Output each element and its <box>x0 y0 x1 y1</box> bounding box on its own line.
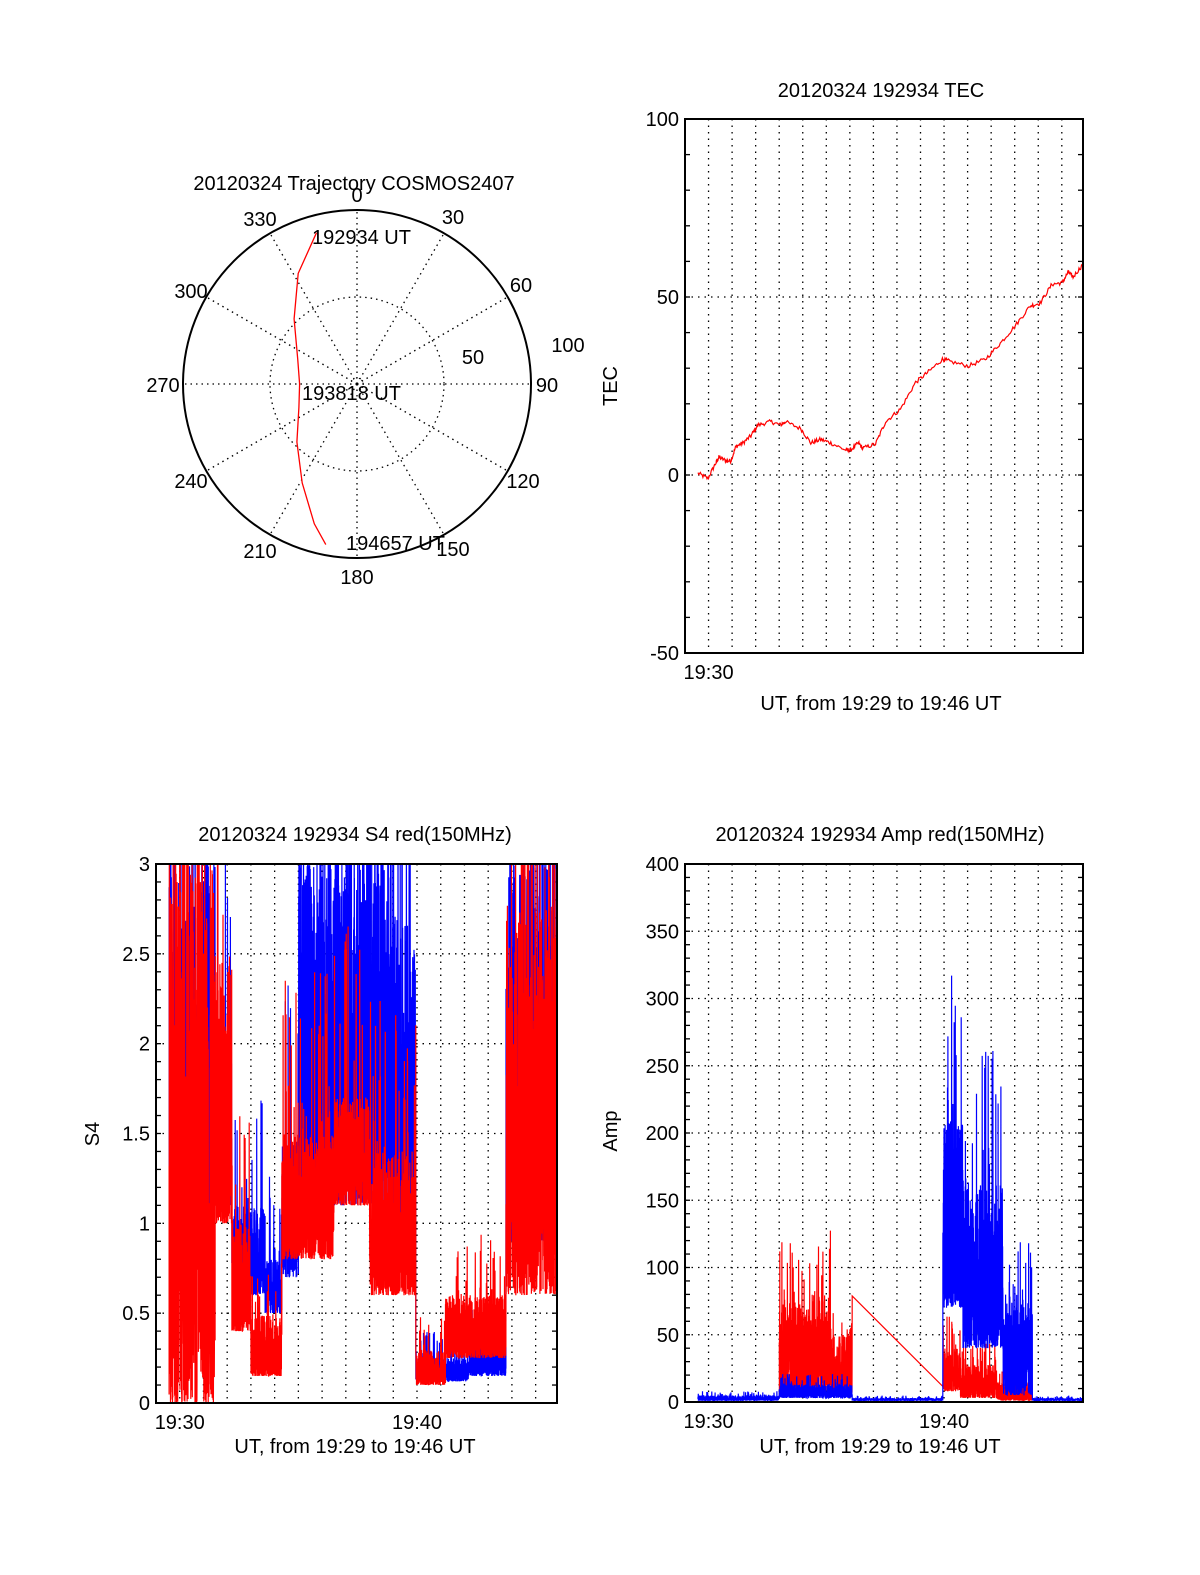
polar-angle-label: 240 <box>174 471 207 493</box>
polar-angle-label: 0 <box>351 185 362 207</box>
series-blue-line <box>697 975 1083 1402</box>
plot-frame <box>155 863 558 1404</box>
polar-radial-label-100: 100 <box>551 335 584 357</box>
series-TEC-line <box>697 263 1083 481</box>
plot-area <box>697 975 1083 1402</box>
polar-angle-label: 330 <box>243 209 276 231</box>
polar-ring-50 <box>269 296 445 472</box>
plot-frame <box>684 863 1084 1403</box>
polar-angle-label: 300 <box>174 281 207 303</box>
s4-chart: 20120324 192934 S4 red(150MHz) UT, from … <box>82 824 558 1458</box>
plot-area <box>697 263 1083 481</box>
amp-ylabel: Amp <box>600 1110 622 1151</box>
y-tick-label: 200 <box>646 1123 679 1145</box>
polar-angle-label: 180 <box>340 567 373 589</box>
polar-grid <box>182 209 532 559</box>
y-tick-label: 50 <box>657 287 679 309</box>
amp-title: 20120324 192934 Amp red(150MHz) <box>715 824 1044 846</box>
polar-title: 20120324 Trajectory COSMOS2407 <box>193 173 514 195</box>
polar-spoke-240 <box>205 383 358 472</box>
polar-series <box>293 232 327 545</box>
y-tick-label: 400 <box>646 854 679 876</box>
y-tick-label: 0 <box>668 465 679 487</box>
annotation-end-time: 194657 UT <box>346 533 445 555</box>
y-tick-label: 150 <box>646 1190 679 1212</box>
polar-angle-label: 30 <box>442 207 464 229</box>
polar-angle-labels: 0 30 60 90 120 150 180 210 240 270 300 330 <box>146 185 558 589</box>
polar-angle-label: 270 <box>146 375 179 397</box>
y-tick-label: 2.5 <box>122 944 150 966</box>
y-tick-label: 3 <box>139 854 150 876</box>
x-tick-label: 19:40 <box>919 1411 969 1433</box>
polar-spoke-150 <box>356 383 445 536</box>
polar-radial-label-50: 50 <box>462 347 484 369</box>
y-tick-label: -50 <box>650 643 679 665</box>
polar-outer-circle <box>182 209 532 559</box>
series-red-line <box>168 864 557 1403</box>
y-tick-label: 50 <box>657 1325 679 1347</box>
series-red-line <box>778 1230 1033 1402</box>
polar-angle-label: 60 <box>510 275 532 297</box>
y-tick-label: 1.5 <box>122 1124 150 1146</box>
s4-xlabel: UT, from 19:29 to 19:46 UT <box>234 1436 475 1458</box>
trajectory-polar-chart: 20120324 Trajectory COSMOS2407 0 30 60 90 12… <box>146 173 584 589</box>
s4-title: 20120324 192934 S4 red(150MHz) <box>198 824 512 846</box>
polar-spoke-210 <box>269 383 358 536</box>
polar-spoke-60 <box>356 296 509 385</box>
polar-angle-label: 150 <box>436 539 469 561</box>
s4-ylabel: S4 <box>82 1122 104 1146</box>
polar-trajectory-line <box>293 232 327 545</box>
y-tick-label: 100 <box>646 109 679 131</box>
y-tick-label: 1 <box>139 1213 150 1235</box>
amp-xlabel: UT, from 19:29 to 19:46 UT <box>759 1436 1000 1458</box>
plot-frame <box>684 118 1084 654</box>
annotation-start-time: 192934 UT <box>312 227 411 249</box>
y-tick-label: 2 <box>139 1034 150 1056</box>
x-tick-label: 19:30 <box>684 662 734 684</box>
tec-title: 20120324 192934 TEC <box>778 80 984 102</box>
polar-angle-label: 90 <box>536 375 558 397</box>
polar-spoke-330 <box>269 232 358 385</box>
x-tick-label: 19:30 <box>684 1411 734 1433</box>
polar-spoke-300 <box>205 296 358 385</box>
y-tick-label: 0 <box>668 1392 679 1414</box>
annotation-mid-time: 193818 UT <box>302 383 401 405</box>
y-tick-label: 350 <box>646 921 679 943</box>
amp-chart: 20120324 192934 Amp red(150MHz) UT, from… <box>600 824 1084 1458</box>
polar-spoke-30 <box>356 232 445 385</box>
y-tick-label: 250 <box>646 1056 679 1078</box>
tec-chart: 20120324 192934 TEC UT, from 19:29 to 19… <box>600 80 1084 715</box>
grid <box>685 118 1083 654</box>
y-tick-label: 300 <box>646 989 679 1011</box>
x-tick-label: 19:30 <box>155 1412 205 1434</box>
polar-angle-label: 120 <box>506 471 539 493</box>
tec-ylabel: TEC <box>600 366 622 406</box>
polar-spoke-120 <box>356 383 509 472</box>
tec-xlabel: UT, from 19:29 to 19:46 UT <box>760 693 1001 715</box>
y-tick-label: 0.5 <box>122 1303 150 1325</box>
plot-area <box>168 864 557 1403</box>
y-tick-label: 0 <box>139 1393 150 1415</box>
polar-angle-label: 210 <box>243 541 276 563</box>
x-tick-label: 19:40 <box>392 1412 442 1434</box>
y-tick-label: 100 <box>646 1258 679 1280</box>
